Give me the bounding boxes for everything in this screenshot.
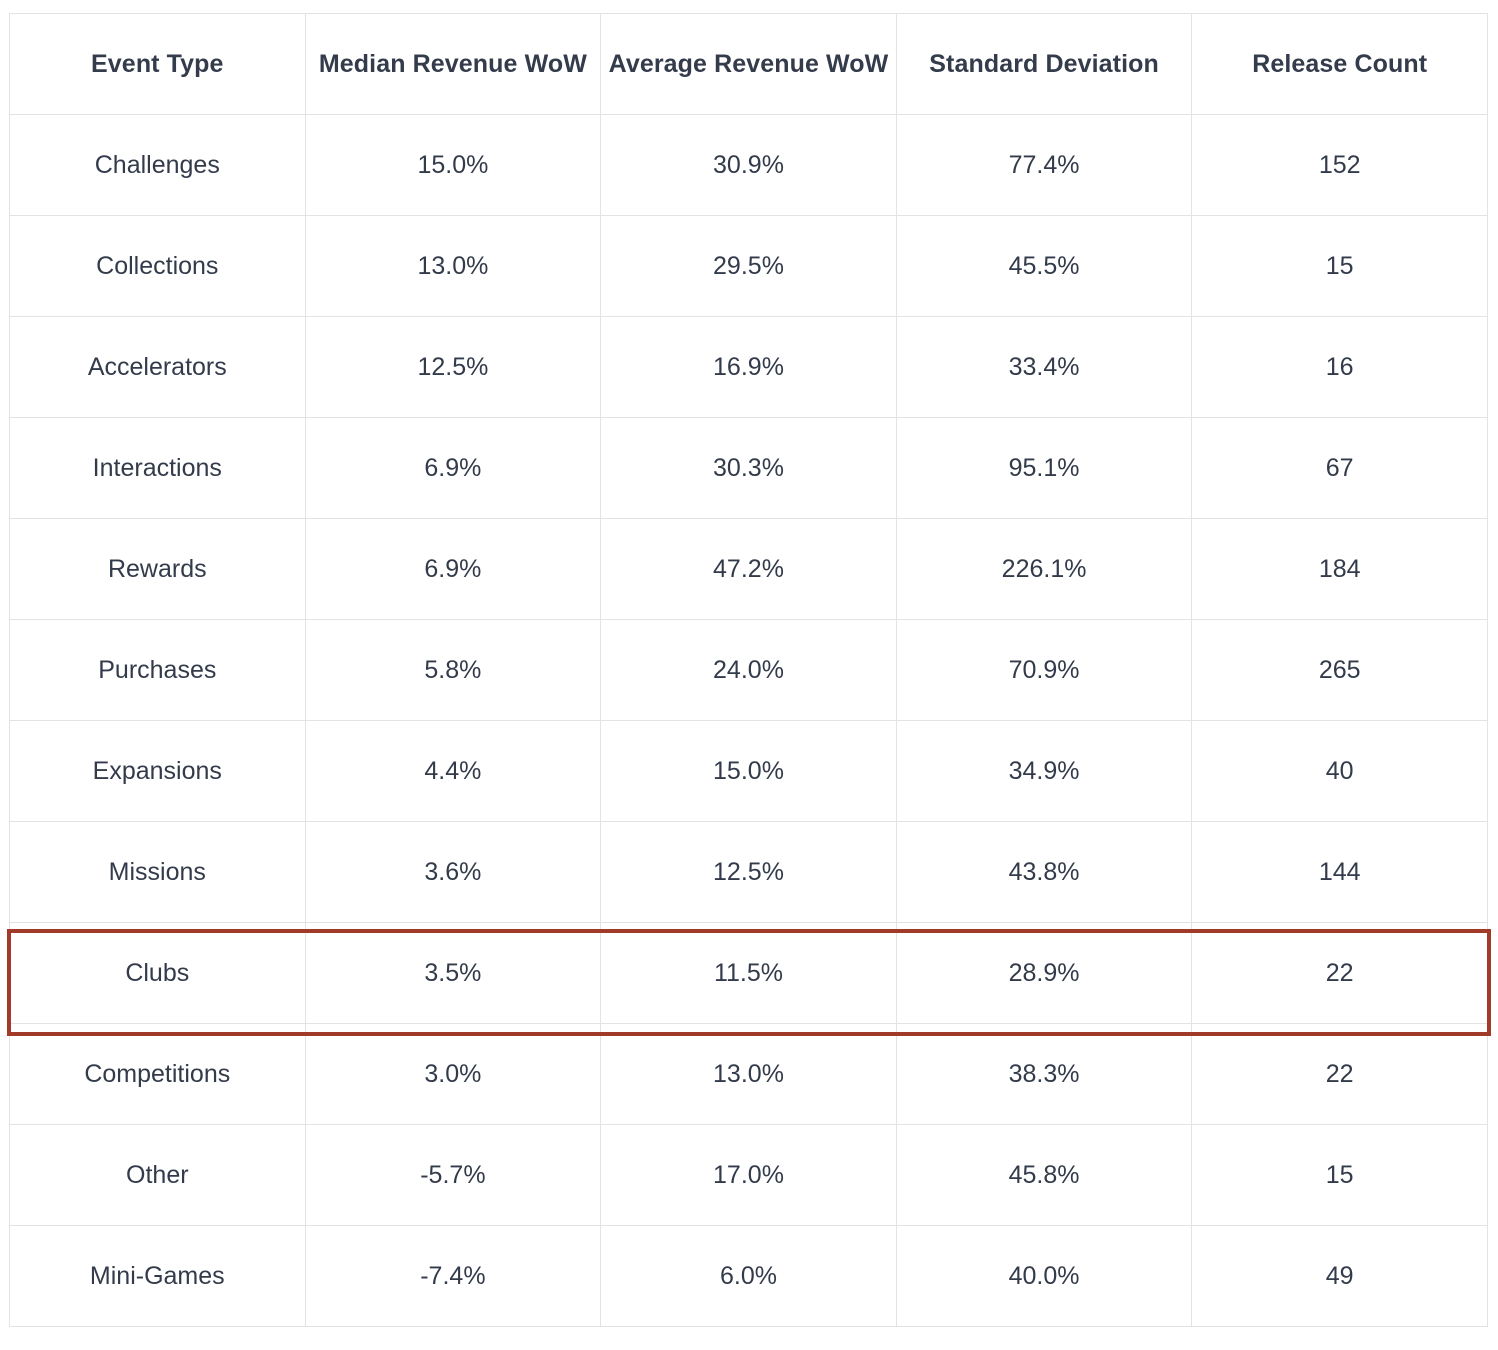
cell-median-revenue: 3.5% <box>304 922 602 1024</box>
header-median-revenue-wow[interactable]: Median Revenue WoW <box>304 13 602 115</box>
cell-average-revenue: 30.3% <box>600 417 897 519</box>
cell-release-count: 184 <box>1191 518 1488 620</box>
cell-standard-deviation: 38.3% <box>895 1023 1193 1125</box>
table-row: Other -5.7% 17.0% 45.8% 15 <box>9 1124 1488 1226</box>
cell-average-revenue: 29.5% <box>600 215 897 317</box>
cell-event-type: Clubs <box>9 922 306 1024</box>
cell-release-count: 144 <box>1191 821 1488 923</box>
cell-standard-deviation: 40.0% <box>895 1225 1193 1327</box>
table-row: Accelerators 12.5% 16.9% 33.4% 16 <box>9 316 1488 418</box>
table-header-row: Event Type Median Revenue WoW Average Re… <box>9 13 1488 115</box>
cell-standard-deviation: 34.9% <box>895 720 1193 822</box>
cell-release-count: 22 <box>1191 1023 1488 1125</box>
cell-median-revenue: 3.0% <box>304 1023 602 1125</box>
cell-average-revenue: 47.2% <box>600 518 897 620</box>
cell-event-type: Interactions <box>9 417 306 519</box>
cell-release-count: 16 <box>1191 316 1488 418</box>
cell-event-type: Rewards <box>9 518 306 620</box>
cell-median-revenue: -7.4% <box>304 1225 602 1327</box>
table-row: Missions 3.6% 12.5% 43.8% 144 <box>9 821 1488 923</box>
cell-standard-deviation: 45.8% <box>895 1124 1193 1226</box>
table-row: Expansions 4.4% 15.0% 34.9% 40 <box>9 720 1488 822</box>
cell-median-revenue: 12.5% <box>304 316 602 418</box>
cell-standard-deviation: 77.4% <box>895 114 1193 216</box>
cell-median-revenue: 6.9% <box>304 417 602 519</box>
header-release-count[interactable]: Release Count <box>1191 13 1488 115</box>
cell-standard-deviation: 43.8% <box>895 821 1193 923</box>
cell-release-count: 15 <box>1191 215 1488 317</box>
table-row: Challenges 15.0% 30.9% 77.4% 152 <box>9 114 1488 216</box>
cell-event-type: Other <box>9 1124 306 1226</box>
cell-standard-deviation: 33.4% <box>895 316 1193 418</box>
cell-average-revenue: 12.5% <box>600 821 897 923</box>
cell-standard-deviation: 95.1% <box>895 417 1193 519</box>
table-row: Rewards 6.9% 47.2% 226.1% 184 <box>9 518 1488 620</box>
cell-average-revenue: 30.9% <box>600 114 897 216</box>
cell-standard-deviation: 28.9% <box>895 922 1193 1024</box>
table-row: Purchases 5.8% 24.0% 70.9% 265 <box>9 619 1488 721</box>
cell-median-revenue: 4.4% <box>304 720 602 822</box>
cell-event-type: Challenges <box>9 114 306 216</box>
table-row: Interactions 6.9% 30.3% 95.1% 67 <box>9 417 1488 519</box>
cell-standard-deviation: 45.5% <box>895 215 1193 317</box>
cell-release-count: 15 <box>1191 1124 1488 1226</box>
cell-median-revenue: 6.9% <box>304 518 602 620</box>
table-row-highlighted: Clubs 3.5% 11.5% 28.9% 22 <box>9 922 1488 1024</box>
cell-average-revenue: 24.0% <box>600 619 897 721</box>
cell-average-revenue: 17.0% <box>600 1124 897 1226</box>
cell-median-revenue: 13.0% <box>304 215 602 317</box>
cell-event-type: Competitions <box>9 1023 306 1125</box>
table-row: Collections 13.0% 29.5% 45.5% 15 <box>9 215 1488 317</box>
cell-event-type: Mini-Games <box>9 1225 306 1327</box>
cell-release-count: 22 <box>1191 922 1488 1024</box>
cell-event-type: Accelerators <box>9 316 306 418</box>
event-type-table: Event Type Median Revenue WoW Average Re… <box>9 13 1488 1327</box>
cell-event-type: Expansions <box>9 720 306 822</box>
cell-release-count: 40 <box>1191 720 1488 822</box>
cell-median-revenue: 5.8% <box>304 619 602 721</box>
header-event-type[interactable]: Event Type <box>9 13 306 115</box>
header-average-revenue-wow[interactable]: Average Revenue WoW <box>600 13 897 115</box>
cell-release-count: 265 <box>1191 619 1488 721</box>
cell-median-revenue: 3.6% <box>304 821 602 923</box>
cell-release-count: 152 <box>1191 114 1488 216</box>
cell-release-count: 67 <box>1191 417 1488 519</box>
header-standard-deviation[interactable]: Standard Deviation <box>895 13 1193 115</box>
cell-median-revenue: 15.0% <box>304 114 602 216</box>
table-row: Mini-Games -7.4% 6.0% 40.0% 49 <box>9 1225 1488 1327</box>
cell-event-type: Purchases <box>9 619 306 721</box>
cell-average-revenue: 11.5% <box>600 922 897 1024</box>
cell-average-revenue: 16.9% <box>600 316 897 418</box>
cell-average-revenue: 13.0% <box>600 1023 897 1125</box>
cell-release-count: 49 <box>1191 1225 1488 1327</box>
cell-event-type: Collections <box>9 215 306 317</box>
cell-standard-deviation: 226.1% <box>895 518 1193 620</box>
cell-event-type: Missions <box>9 821 306 923</box>
event-type-table-container: Event Type Median Revenue WoW Average Re… <box>9 13 1488 1327</box>
cell-standard-deviation: 70.9% <box>895 619 1193 721</box>
cell-average-revenue: 6.0% <box>600 1225 897 1327</box>
cell-average-revenue: 15.0% <box>600 720 897 822</box>
table-row: Competitions 3.0% 13.0% 38.3% 22 <box>9 1023 1488 1125</box>
cell-median-revenue: -5.7% <box>304 1124 602 1226</box>
